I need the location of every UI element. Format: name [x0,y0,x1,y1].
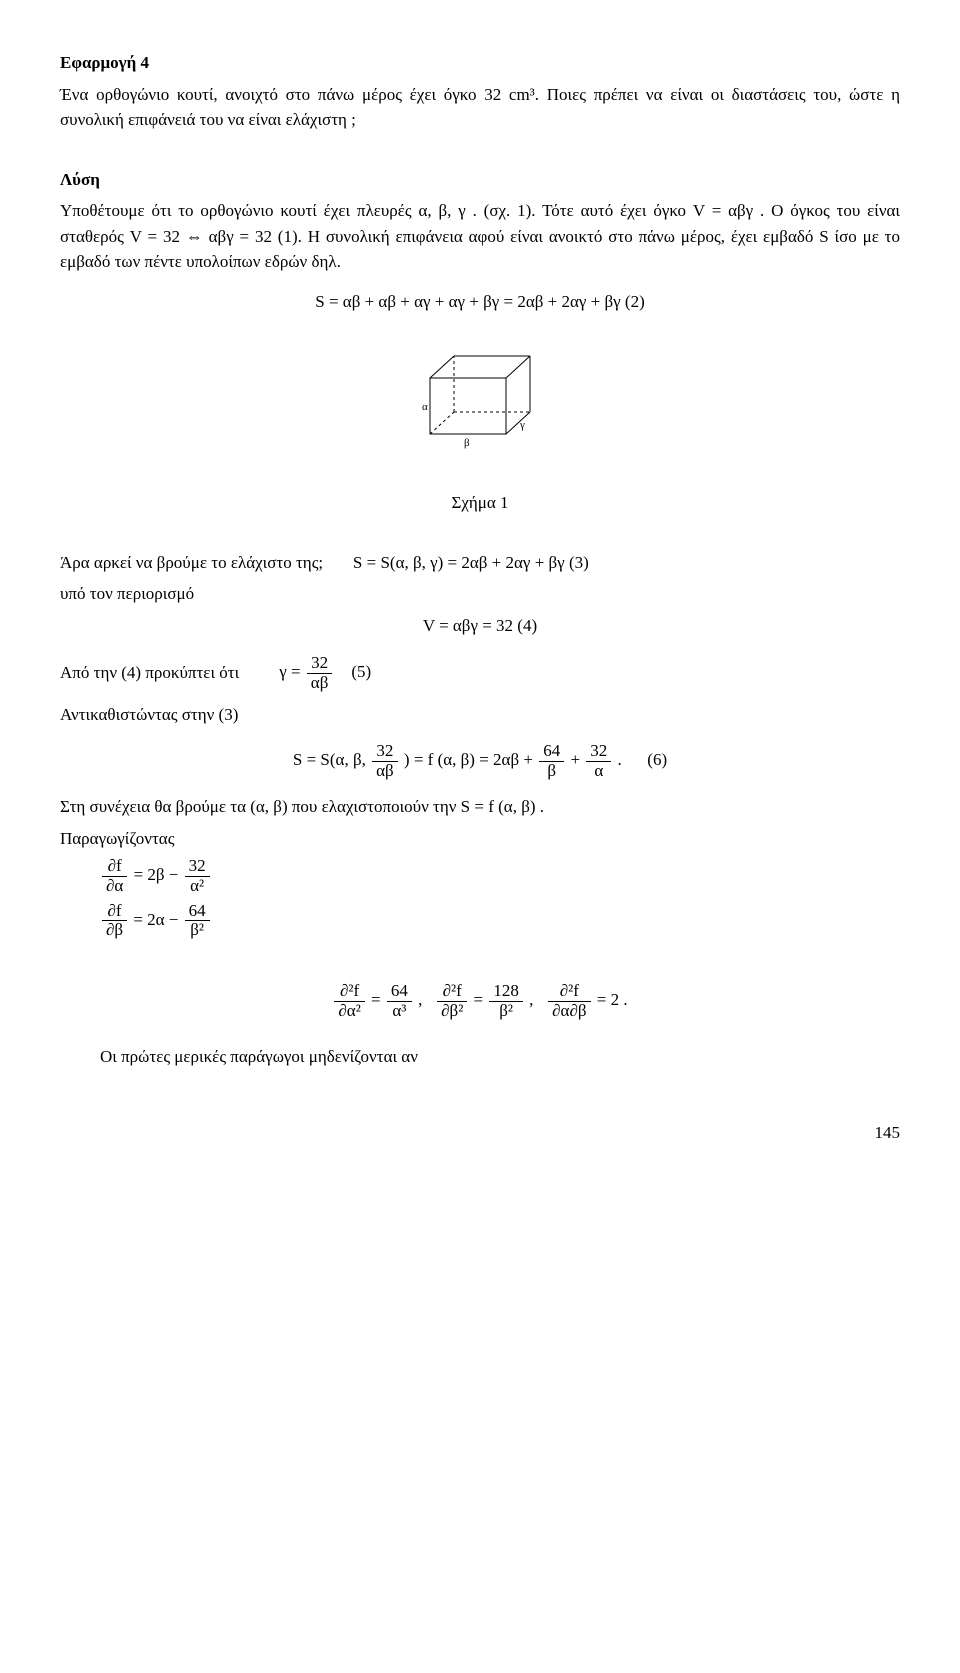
eq5-frac: 32 αβ [307,654,333,692]
d2-lhs-num: ∂f [102,902,127,921]
s3-lhs: ∂²f ∂α∂β [548,982,590,1020]
eq6-frac3: 32 α [586,742,611,780]
box-label-alpha: α [422,401,428,413]
eq6-frac1: 32 αβ [372,742,398,780]
eq6-f2-den: β [539,761,564,781]
s1-lhs: ∂²f ∂α² [334,982,364,1020]
para5-lead: Από την (4) προκύπτει ότι [60,660,239,686]
s1-rhs-num: 64 [387,982,412,1001]
para3-lead: Άρα αρκεί να βρούμε το ελάχιστο της; [60,553,323,572]
s2-rhs: 128 β² [489,982,523,1020]
eq5-lhs: γ = [279,662,300,681]
d2-rhs-den: β² [185,920,210,940]
s1-rhs-den: α³ [387,1001,412,1021]
eq5-den: αβ [307,673,333,693]
exercise-heading: Εφαρμογή 4 [60,50,900,76]
d2-eq: = 2α − [133,910,178,929]
s1-lhs-den: ∂α² [334,1001,364,1021]
eq6-dot: . [618,750,622,769]
box-label-gamma: γ [519,419,525,431]
second-derivatives-line: ∂²f ∂α² = 64 α³ , ∂²f ∂β² = 128 β² , ∂²f… [60,982,900,1020]
s2-rhs-den: β² [489,1001,523,1021]
para6-lead: Αντικαθιστώντας στην (3) [60,702,900,728]
sep2: , [529,990,533,1009]
s2-lhs: ∂²f ∂β² [437,982,467,1020]
eq6-f3-num: 32 [586,742,611,761]
d1-rhs-den: α² [185,876,210,896]
figure-caption: Σχήμα 1 [60,490,900,516]
eq6-tag: (6) [647,750,667,769]
first-derivatives-block: ∂f ∂α = 2β − 32 α² ∂f ∂β = 2α − 64 β² [60,857,900,940]
s1-rhs: 64 α³ [387,982,412,1020]
s1-lhs-num: ∂²f [334,982,364,1001]
solution-intro: Υποθέτουμε ότι το ορθογώνιο κουτί έχει π… [60,198,900,275]
para7: Στη συνέχεια θα βρούμε τα (α, β) που ελα… [60,794,900,820]
s2-lhs-den: ∂β² [437,1001,467,1021]
sep1: , [418,990,422,1009]
s2-lhs-num: ∂²f [437,982,467,1001]
d2-lhs: ∂f ∂β [102,902,127,940]
eq6-f2-num: 64 [539,742,564,761]
s2-rhs-num: 128 [489,982,523,1001]
equation-6: S = S(α, β, 32 αβ ) = f (α, β) = 2αβ + 6… [60,742,900,780]
para8: Παραγωγίζοντας [60,826,900,852]
d1-lhs-num: ∂f [102,857,127,876]
para-eq3-line: Άρα αρκεί να βρούμε το ελάχιστο της; S =… [60,550,900,576]
eq6-f3-den: α [586,761,611,781]
equation-2: S = αβ + αβ + αγ + αγ + βγ = 2αβ + 2αγ +… [60,289,900,315]
solution-label: Λύση [60,167,900,193]
eq6-b: ) = f (α, β) = 2αβ + [404,750,533,769]
eq6-f1-den: αβ [372,761,398,781]
eq6-f1-num: 32 [372,742,398,761]
s2-eq: = [474,990,484,1009]
d2-lhs-den: ∂β [102,920,127,940]
para3-under: υπό τον περιορισμό [60,581,900,607]
d1-rhs-num: 32 [185,857,210,876]
derivative-2: ∂f ∂β = 2α − 64 β² [100,902,212,940]
eq5-num: 32 [307,654,333,673]
eq5-row: Από την (4) προκύπτει ότι γ = 32 αβ (5) [60,654,900,692]
box-label-beta: β [464,437,470,449]
s3-rhs: = 2 . [597,990,628,1009]
d1-lhs-den: ∂α [102,876,127,896]
d2-rhs: 64 β² [185,902,210,940]
derivative-1: ∂f ∂α = 2β − 32 α² [100,857,212,895]
eq6-a: S = S(α, β, [293,750,366,769]
page-number: 145 [60,1120,900,1146]
para9: Οι πρώτες μερικές παράγωγοι μηδενίζονται… [60,1044,900,1070]
equation-4: V = αβγ = 32 (4) [60,613,900,639]
s1-eq: = [371,990,381,1009]
d1-rhs: 32 α² [185,857,210,895]
d1-eq: = 2β − [134,865,179,884]
d2-rhs-num: 64 [185,902,210,921]
eq6-plus: + [570,750,580,769]
s3-lhs-num: ∂²f [548,982,590,1001]
eq5-tag: (5) [351,662,371,681]
equation-5: γ = 32 αβ (5) [279,654,371,692]
open-box-diagram: α β γ [410,342,550,452]
s3-lhs-den: ∂α∂β [548,1001,590,1021]
equation-3: S = S(α, β, γ) = 2αβ + 2αγ + βγ (3) [353,553,589,572]
problem-statement: Ένα ορθογώνιο κουτί, ανοιχτό στο πάνω μέ… [60,82,900,133]
eq6-frac2: 64 β [539,742,564,780]
d1-lhs: ∂f ∂α [102,857,127,895]
